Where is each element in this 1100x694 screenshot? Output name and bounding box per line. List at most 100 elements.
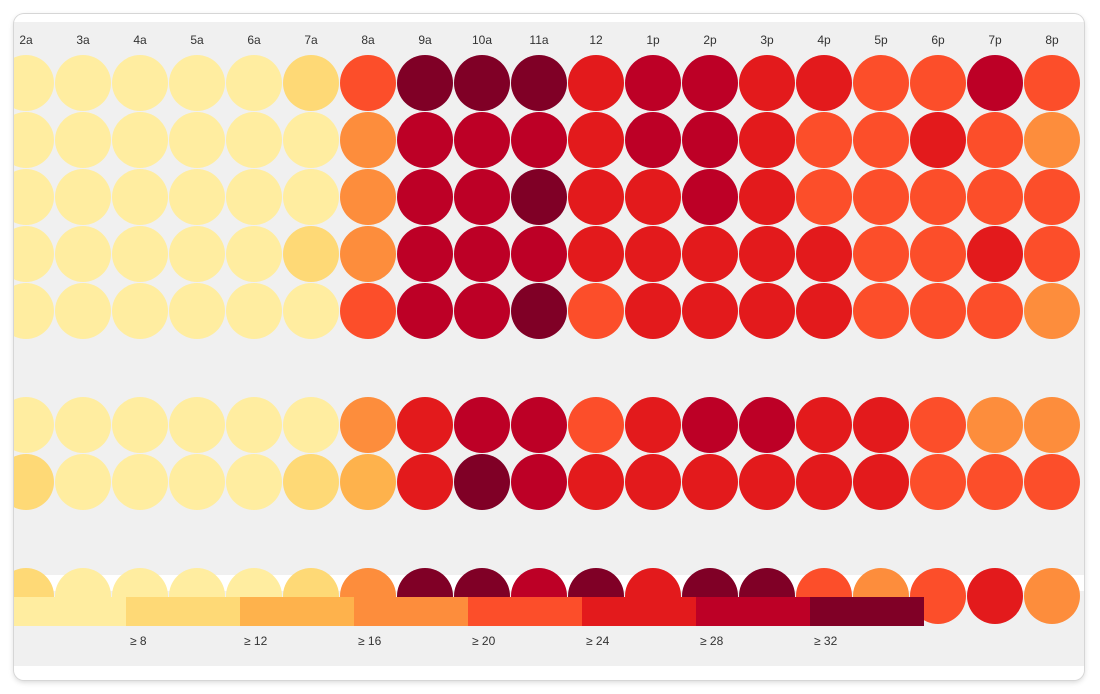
hour-axis: 2a 3a 4a 5a 6a 7a 8a 9a 10a 11a 12 1p 2p 3p 4p 5p 6p 7p 8p xyxy=(19,33,1059,47)
heat-dot xyxy=(910,55,966,111)
heat-dot xyxy=(739,112,795,168)
heat-dot xyxy=(739,55,795,111)
heat-dot xyxy=(967,226,1023,282)
hour-label: 5p xyxy=(874,33,888,47)
heat-dot xyxy=(1024,169,1080,225)
hour-label: 6p xyxy=(931,33,945,47)
heat-dot xyxy=(511,169,567,225)
heat-dot xyxy=(14,112,54,168)
heat-dot xyxy=(169,454,225,510)
heat-dot xyxy=(397,55,453,111)
heat-dot xyxy=(967,397,1023,453)
heat-dot xyxy=(511,226,567,282)
heat-dot xyxy=(1024,454,1080,510)
heat-dot xyxy=(226,397,282,453)
heat-dot xyxy=(169,283,225,339)
heat-dot xyxy=(967,112,1023,168)
heat-dot xyxy=(682,397,738,453)
heat-dot xyxy=(967,283,1023,339)
chart-frame: 2a 3a 4a 5a 6a 7a 8a 9a 10a 11a 12 1p 2p 3p 4p 5p 6p 7p 8p… xyxy=(14,14,1084,680)
heat-dot xyxy=(511,283,567,339)
heat-dot xyxy=(796,283,852,339)
heat-dot xyxy=(910,454,966,510)
heat-dot xyxy=(568,283,624,339)
heat-dot xyxy=(568,454,624,510)
heat-dot xyxy=(283,454,339,510)
heat-dot xyxy=(397,283,453,339)
heat-dot xyxy=(14,169,54,225)
heat-dot xyxy=(112,283,168,339)
heat-dot xyxy=(853,169,909,225)
heat-dot xyxy=(55,283,111,339)
heat-dot xyxy=(739,454,795,510)
heat-dot xyxy=(1024,55,1080,111)
heat-dot xyxy=(967,454,1023,510)
heat-dot xyxy=(853,55,909,111)
heat-dot xyxy=(340,112,396,168)
heat-dot xyxy=(568,226,624,282)
heat-dot xyxy=(625,283,681,339)
heat-dot xyxy=(625,55,681,111)
heat-dot xyxy=(169,112,225,168)
heat-dot xyxy=(283,397,339,453)
legend-swatch xyxy=(126,597,240,626)
heat-dot xyxy=(511,454,567,510)
heat-dot xyxy=(14,397,54,453)
heat-dot xyxy=(397,397,453,453)
hour-label: 5a xyxy=(190,33,204,47)
heat-dot xyxy=(910,112,966,168)
legend-swatch xyxy=(810,597,924,626)
heat-dot xyxy=(796,454,852,510)
heat-dot xyxy=(796,112,852,168)
heat-dot xyxy=(283,283,339,339)
heat-dot xyxy=(568,55,624,111)
heat-dot xyxy=(454,112,510,168)
heat-dot xyxy=(910,169,966,225)
heat-dot xyxy=(340,397,396,453)
heat-dot xyxy=(340,283,396,339)
heat-dot xyxy=(397,112,453,168)
heat-dot xyxy=(454,283,510,339)
legend-label: ≥ 12 xyxy=(244,634,268,648)
heat-dot xyxy=(283,169,339,225)
heat-dot xyxy=(340,55,396,111)
legend-swatch xyxy=(240,597,354,626)
heat-dot xyxy=(853,112,909,168)
heat-dot xyxy=(511,55,567,111)
heat-dot xyxy=(112,55,168,111)
heat-dot xyxy=(226,55,282,111)
heat-dot xyxy=(169,397,225,453)
heat-dot xyxy=(55,169,111,225)
heat-dot xyxy=(682,169,738,225)
legend-label: ≥ 32 xyxy=(814,634,838,648)
heat-dot xyxy=(1024,283,1080,339)
heat-dot xyxy=(682,283,738,339)
heat-dot xyxy=(340,454,396,510)
hour-label: 8a xyxy=(361,33,375,47)
heat-dot xyxy=(511,397,567,453)
heat-dot xyxy=(55,397,111,453)
color-legend: ≥ 8 ≥ 12 ≥ 16 ≥ 20 ≥ 24 ≥ 28 ≥ 32 xyxy=(14,597,924,648)
heat-dot xyxy=(169,55,225,111)
heat-dot xyxy=(910,226,966,282)
heat-dot xyxy=(340,226,396,282)
heat-dot xyxy=(1024,226,1080,282)
heat-dot xyxy=(397,226,453,282)
heat-dot xyxy=(55,55,111,111)
heat-dot xyxy=(1024,112,1080,168)
heat-dot xyxy=(967,169,1023,225)
heat-dot xyxy=(283,55,339,111)
top-white-strip xyxy=(14,14,1084,22)
heat-dot xyxy=(226,112,282,168)
punchcard-heatmap: 2a 3a 4a 5a 6a 7a 8a 9a 10a 11a 12 1p 2p 3p 4p 5p 6p 7p 8p… xyxy=(14,33,1080,648)
legend-swatch xyxy=(696,597,810,626)
hour-label: 2p xyxy=(703,33,717,47)
hour-label: 3a xyxy=(76,33,90,47)
heat-dot xyxy=(454,397,510,453)
heat-dot xyxy=(340,169,396,225)
heat-dot xyxy=(910,283,966,339)
heat-dot xyxy=(853,226,909,282)
legend-label: ≥ 16 xyxy=(358,634,382,648)
heat-dot xyxy=(169,169,225,225)
heat-dot xyxy=(796,55,852,111)
